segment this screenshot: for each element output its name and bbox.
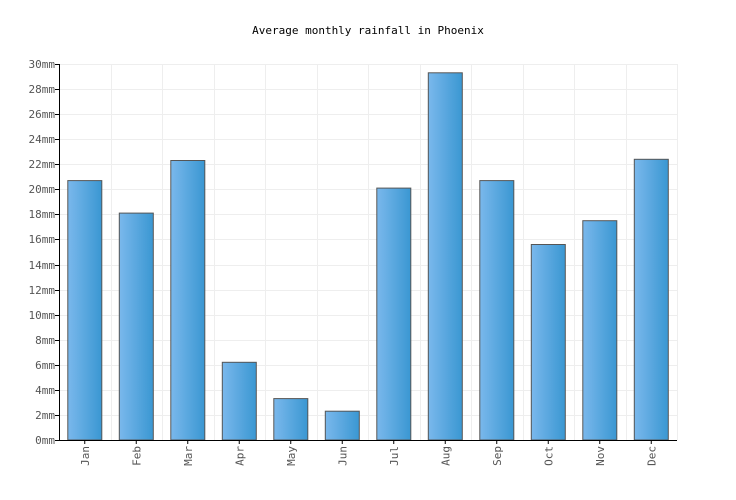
- chart-title: Average monthly rainfall in Phoenix: [252, 24, 484, 37]
- axes: [55, 64, 677, 444]
- gridlines: [59, 64, 678, 441]
- x-tick-label: Sep: [491, 446, 504, 466]
- bar-feb: [118, 212, 154, 441]
- bar-jul: [376, 187, 412, 441]
- y-tick-label: 12mm: [29, 284, 56, 297]
- y-tick-label: 14mm: [29, 259, 56, 272]
- y-tick-label: 6mm: [35, 359, 55, 372]
- y-tick-label: 10mm: [29, 309, 56, 322]
- x-tick-label: Jul: [388, 446, 401, 466]
- y-tick-label: 26mm: [29, 108, 56, 121]
- y-tick-label: 2mm: [35, 409, 55, 422]
- bar-jan: [67, 180, 103, 441]
- bar-nov: [582, 220, 618, 441]
- y-tick-label: 16mm: [29, 233, 56, 246]
- x-tick-label: Oct: [542, 446, 555, 466]
- bar-mar: [170, 160, 206, 441]
- x-tick-label: Apr: [233, 446, 246, 466]
- x-tick-label: Aug: [439, 446, 452, 466]
- y-tick-label: 30mm: [29, 58, 56, 71]
- y-tick-labels: 0mm 2mm 4mm 6mm 8mm 10mm 12mm 14mm 16mm 18mm 20mm 2…: [29, 58, 56, 447]
- x-tick-label: Mar: [182, 446, 195, 466]
- y-tick-label: 28mm: [29, 83, 56, 96]
- y-tick-label: 24mm: [29, 133, 56, 146]
- bar-dec: [633, 158, 669, 441]
- x-tick-label: Nov: [594, 446, 607, 466]
- y-tick-label: 20mm: [29, 183, 56, 196]
- bar-jun: [324, 410, 360, 441]
- x-tick-label: Dec: [645, 446, 658, 466]
- y-tick-label: 22mm: [29, 158, 56, 171]
- bar-sep: [479, 180, 515, 441]
- bars: [67, 72, 669, 441]
- x-tick-label: May: [285, 446, 298, 466]
- x-tick-label: Feb: [130, 446, 143, 466]
- x-tick-label: Jan: [79, 446, 92, 466]
- x-tick-labels: Jan Feb Mar Apr May Jun Jul Aug Sep Oct Nov Dec: [79, 446, 659, 466]
- bar-aug: [427, 72, 463, 441]
- bar-apr: [221, 361, 257, 441]
- y-tick-label: 0mm: [35, 434, 55, 447]
- bar-oct: [530, 244, 566, 441]
- x-tick-label: Jun: [336, 446, 349, 466]
- y-tick-label: 4mm: [35, 384, 55, 397]
- y-tick-label: 8mm: [35, 334, 55, 347]
- y-tick-label: 18mm: [29, 208, 56, 221]
- bar-may: [273, 398, 309, 441]
